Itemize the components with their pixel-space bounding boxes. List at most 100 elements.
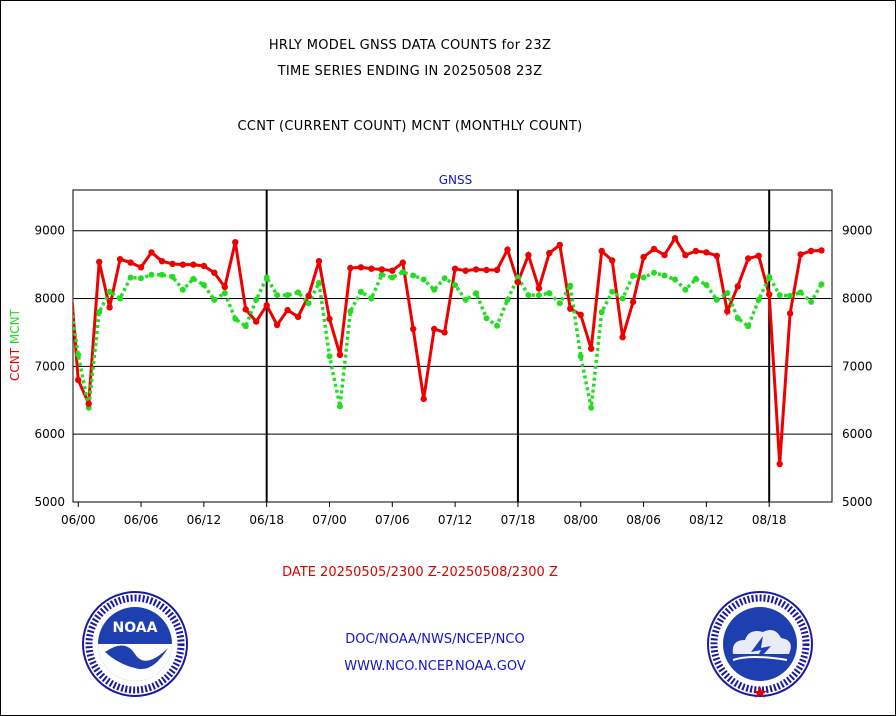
data-point-mcnt (399, 269, 406, 276)
data-point-ccnt (451, 265, 459, 272)
noaa-logo-text: NOAA (113, 620, 158, 636)
nws-logo (707, 591, 813, 698)
data-point-ccnt (745, 255, 752, 262)
data-point-ccnt (462, 267, 469, 274)
data-point-ccnt (619, 334, 626, 341)
panel-title: GNSS (439, 173, 473, 187)
y-tick-label-left: 6000 (34, 427, 65, 441)
data-point-mcnt (138, 275, 144, 282)
series-line-ccnt (73, 235, 822, 465)
data-point-ccnt (525, 251, 532, 259)
data-point-ccnt (127, 259, 134, 266)
data-point-mcnt (598, 309, 605, 316)
data-point-ccnt (75, 376, 82, 384)
data-point-ccnt (577, 311, 584, 318)
y-tick-label-right: 6000 (842, 427, 873, 441)
data-point-mcnt (221, 290, 228, 297)
data-point-ccnt (807, 247, 815, 255)
title-line-1: HRLY MODEL GNSS DATA COUNTS for 23Z (268, 38, 552, 53)
data-point-ccnt (389, 267, 396, 274)
data-point-mcnt (797, 289, 804, 296)
x-tick-label: 08/18 (752, 513, 787, 527)
y-tick-label-left: 9000 (34, 224, 65, 238)
data-point-mcnt (640, 274, 647, 281)
data-point-ccnt (137, 264, 145, 271)
y-axis-label: CCNT MCNT (8, 308, 22, 381)
data-point-ccnt (629, 298, 637, 306)
data-point-ccnt (315, 258, 323, 265)
data-point-ccnt (514, 279, 522, 286)
data-point-ccnt (357, 264, 365, 271)
data-point-ccnt (106, 304, 113, 311)
x-tick-label: 06/00 (61, 513, 96, 527)
data-point-ccnt (347, 264, 354, 272)
data-point-mcnt (389, 274, 396, 281)
data-point-ccnt (598, 247, 605, 255)
data-point-mcnt (514, 274, 521, 281)
data-point-ccnt (65, 242, 71, 248)
data-point-mcnt (713, 296, 720, 303)
x-tick-label: 06/06 (124, 513, 159, 527)
data-point-mcnt (368, 295, 375, 302)
data-point-ccnt (671, 235, 679, 242)
nco-path-link[interactable]: DOC/NOAA/NWS/NCEP/NCO (345, 632, 525, 647)
data-point-ccnt (818, 247, 825, 254)
data-point-mcnt (745, 323, 752, 330)
data-point-ccnt (776, 460, 783, 468)
x-tick-label: 06/12 (187, 513, 222, 527)
data-point-ccnt (609, 257, 616, 264)
data-point-mcnt (253, 296, 260, 303)
data-point-ccnt (242, 306, 249, 313)
data-point-mcnt (755, 296, 762, 303)
title-line-2: TIME SERIES ENDING IN 20250508 23Z (277, 64, 543, 79)
data-point-ccnt (640, 253, 647, 261)
data-point-mcnt (483, 315, 490, 322)
y-axis-label-mcnt: MCNT (8, 308, 22, 344)
data-point-ccnt (724, 308, 731, 315)
x-tick-label: 08/12 (689, 513, 724, 527)
data-point-ccnt (734, 283, 741, 290)
data-point-mcnt (431, 286, 438, 293)
data-point-ccnt (556, 241, 563, 249)
data-point-ccnt (116, 256, 124, 263)
data-point-mcnt (179, 286, 186, 293)
data-point-ccnt (504, 246, 511, 253)
data-point-ccnt (797, 251, 804, 258)
data-point-mcnt (567, 282, 574, 289)
data-point-mcnt (305, 300, 312, 307)
data-point-ccnt (682, 251, 689, 259)
data-point-mcnt (420, 276, 427, 283)
title-line-3: CCNT (CURRENT COUNT) MCNT (MONTHLY COUNT… (237, 119, 583, 134)
data-point-mcnt (808, 298, 815, 305)
data-point-ccnt (661, 251, 668, 259)
y-tick-label-left: 5000 (34, 495, 65, 509)
data-point-ccnt (148, 249, 155, 256)
y-tick-label-left: 7000 (34, 359, 65, 373)
x-tick-label: 07/18 (501, 513, 536, 527)
noaa-logo: NOAA (82, 591, 188, 697)
data-point-mcnt (452, 282, 459, 288)
data-point-mcnt (577, 353, 584, 360)
plot-area-border (72, 189, 833, 503)
data-point-mcnt (75, 351, 82, 358)
data-point-ccnt (692, 247, 700, 255)
data-point-mcnt (274, 292, 281, 299)
data-point-mcnt (818, 281, 825, 288)
data-point-mcnt (703, 282, 710, 288)
data-point-mcnt (316, 279, 322, 286)
data-point-mcnt (692, 275, 699, 282)
data-point-mcnt (211, 296, 218, 303)
data-point-mcnt (556, 300, 563, 307)
data-point-mcnt (588, 404, 595, 411)
data-point-ccnt (441, 329, 448, 336)
data-point-ccnt (567, 305, 574, 312)
data-point-ccnt (431, 325, 438, 333)
data-point-ccnt (483, 266, 490, 274)
data-point-ccnt (786, 310, 794, 317)
nco-website-link[interactable]: WWW.NCO.NCEP.NOAA.GOV (344, 659, 526, 674)
data-point-ccnt (588, 345, 595, 352)
data-point-ccnt (253, 318, 260, 325)
data-point-ccnt (650, 245, 658, 253)
data-point-mcnt (378, 271, 385, 278)
